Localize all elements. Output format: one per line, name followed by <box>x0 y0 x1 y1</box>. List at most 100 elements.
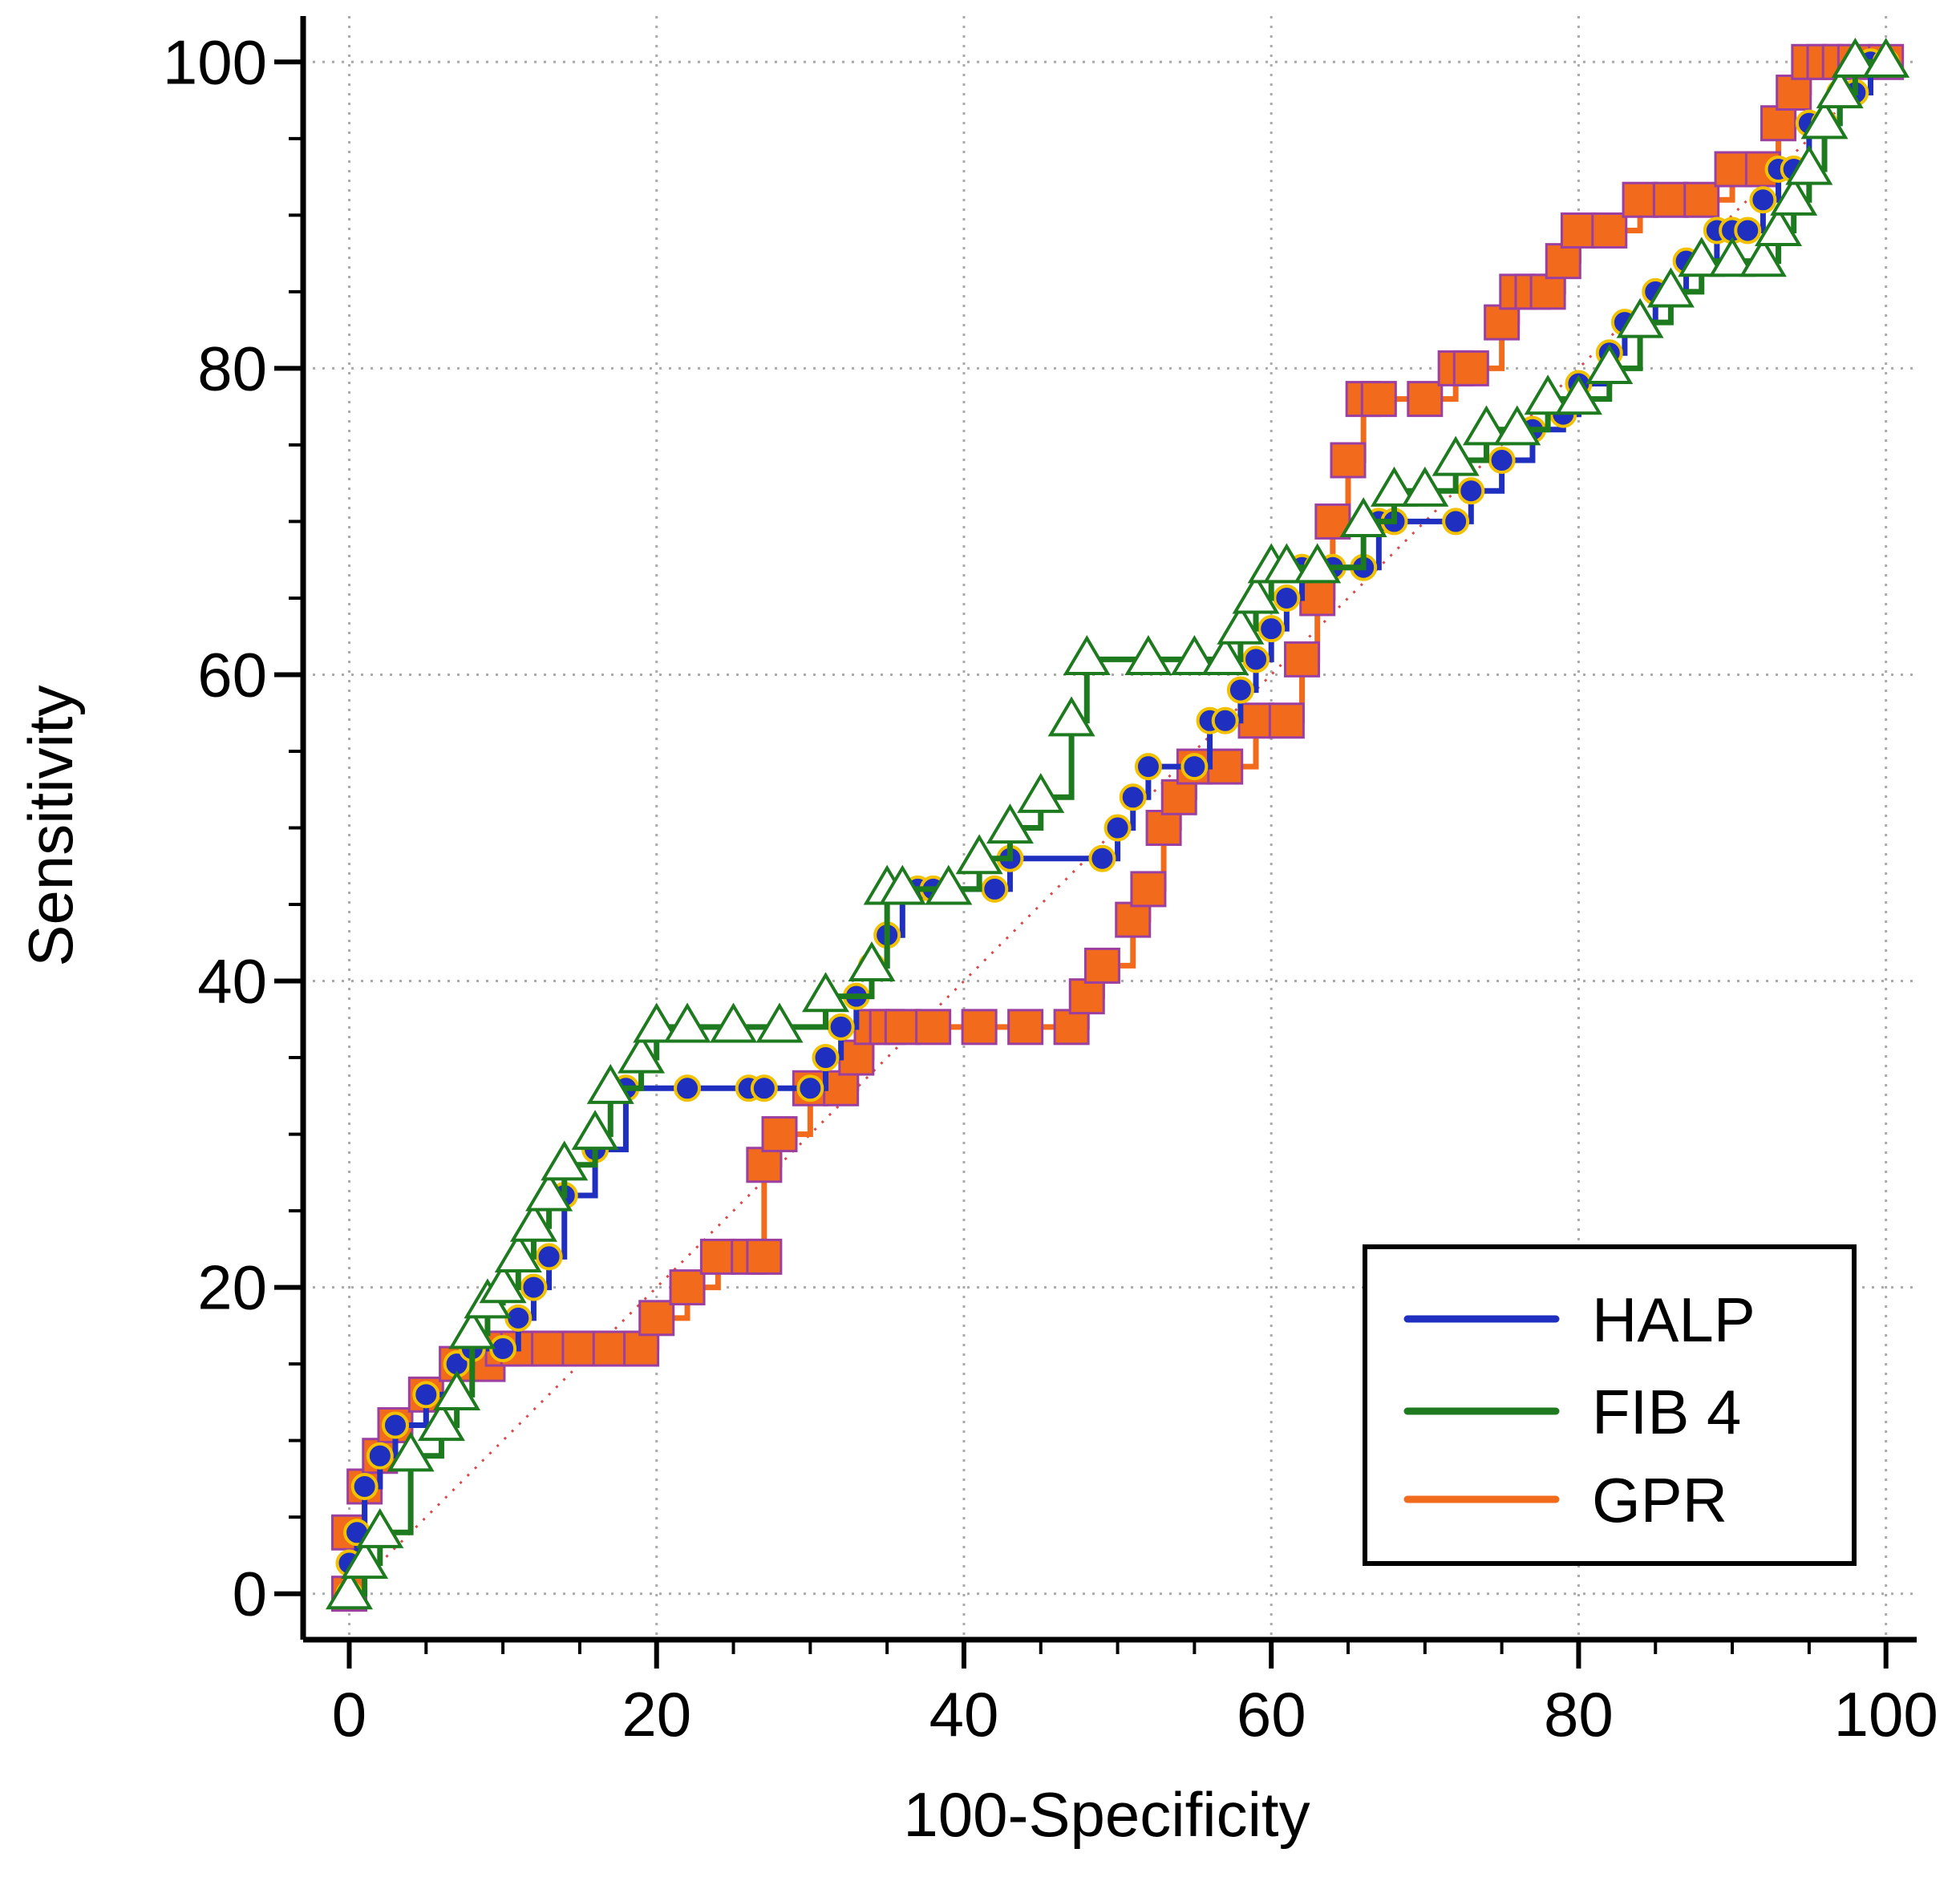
fib4-point-52 <box>1755 206 1803 247</box>
fib4-point-34 <box>1232 573 1280 614</box>
fib4-point-50 <box>1708 237 1756 277</box>
fib4-point-54 <box>1785 144 1833 185</box>
fib4-point-37 <box>1294 543 1342 584</box>
halp-point-3 <box>350 1472 379 1500</box>
fib4-point-13 <box>571 1110 619 1151</box>
fib4-point-30 <box>1124 635 1172 675</box>
halp-point-21 <box>827 1013 855 1041</box>
fib4-point-43 <box>1493 405 1541 446</box>
gridlines <box>303 16 1917 1640</box>
halp-point-11 <box>520 1273 548 1301</box>
gpr-point-32 <box>1083 947 1120 984</box>
x-ticks: 0 20 40 60 80 100 <box>332 1640 1938 1750</box>
fib4-point-28 <box>1047 696 1095 737</box>
legend-entry-fib4: FIB 4 <box>1403 1377 1741 1447</box>
fib4-point-9 <box>494 1232 542 1273</box>
halp-point-60 <box>1749 186 1777 214</box>
gpr-point-46 <box>1360 381 1397 418</box>
halp-point-32 <box>1119 783 1147 811</box>
fib4-point-58 <box>1862 37 1910 78</box>
halp-point-31 <box>1104 814 1132 842</box>
gpr-point-15 <box>669 1269 706 1306</box>
halp-point-6 <box>412 1381 440 1409</box>
gpr-point-63 <box>1776 75 1812 111</box>
halp-point-40 <box>1273 584 1301 612</box>
fib4-point-15 <box>618 1033 666 1074</box>
fib4-point-11 <box>525 1171 573 1212</box>
fib4-point-2 <box>356 1507 404 1548</box>
y-tick-label-100: 100 <box>163 26 267 97</box>
halp-point-48 <box>1457 477 1485 505</box>
halp-point-19 <box>796 1074 824 1102</box>
gpr-point-49 <box>1452 350 1489 386</box>
gpr-point-19 <box>746 1147 783 1183</box>
fib4-point-55 <box>1800 99 1849 140</box>
halp-point-37 <box>1226 676 1254 704</box>
halp-point-38 <box>1242 645 1270 674</box>
gpr-point-23 <box>838 1039 875 1076</box>
gpr-point-12 <box>592 1330 629 1367</box>
series-gpr <box>330 43 1905 1612</box>
gpr-point-54 <box>1545 243 1581 280</box>
x-tick-label-20: 20 <box>622 1679 691 1750</box>
gpr-point-40 <box>1268 702 1305 739</box>
y-ticks: 0 20 40 60 80 100 <box>163 26 303 1629</box>
fib4-point-20 <box>801 972 850 1013</box>
gpr-point-30 <box>1053 1009 1090 1046</box>
fib4-point-36 <box>1262 543 1310 584</box>
gpr-point-10 <box>531 1330 568 1367</box>
y-tick-label-40: 40 <box>197 946 267 1017</box>
legend-label-halp: HALP <box>1592 1284 1755 1355</box>
legend-box <box>1363 1244 1857 1566</box>
fib4-point-39 <box>1370 466 1419 507</box>
x-tick-label-0: 0 <box>332 1679 366 1750</box>
fib4-point-4 <box>417 1401 465 1442</box>
gpr-point-60 <box>1714 151 1751 188</box>
halp-point-30 <box>1088 844 1116 872</box>
y-tick-label-20: 20 <box>197 1252 267 1323</box>
gpr-point-58 <box>1652 181 1689 218</box>
gpr-point-38 <box>1207 748 1244 785</box>
fib4-point-23 <box>878 864 926 905</box>
gpr-point-34 <box>1130 871 1167 908</box>
halp-point-34 <box>1180 753 1209 781</box>
y-axis-title: Sensitivity <box>15 685 86 966</box>
fib4-point-17 <box>663 1002 711 1043</box>
fib4-point-0 <box>325 1569 373 1610</box>
halp-point-12 <box>535 1243 563 1271</box>
fib4-point-44 <box>1524 374 1572 415</box>
fib4-point-48 <box>1646 267 1695 308</box>
gpr-point-56 <box>1591 212 1628 249</box>
fib4-point-46 <box>1585 344 1634 384</box>
gpr-point-55 <box>1560 212 1597 249</box>
halp-point-49 <box>1488 447 1516 475</box>
gpr-point-14 <box>638 1300 675 1337</box>
series-halp <box>335 48 1900 1608</box>
fib4-point-21 <box>848 941 896 982</box>
fib4-point-51 <box>1739 237 1787 277</box>
gpr-point-26 <box>884 1009 921 1046</box>
fib4-point-10 <box>509 1201 557 1242</box>
fib4-point-16 <box>633 1002 681 1043</box>
fib4-point-12 <box>541 1140 589 1181</box>
fib4-point-41 <box>1432 435 1480 476</box>
halp-point-47 <box>1442 508 1470 536</box>
gpr-point-62 <box>1760 105 1797 142</box>
fib4-point-8 <box>479 1263 527 1304</box>
x-tick-label-60: 60 <box>1237 1679 1306 1750</box>
fib4-point-53 <box>1770 175 1818 216</box>
y-tick-label-80: 80 <box>197 333 267 403</box>
x-tick-label-40: 40 <box>929 1679 999 1750</box>
halp-point-59 <box>1734 216 1762 245</box>
halp-point-5 <box>381 1411 409 1439</box>
halp-point-39 <box>1257 615 1286 643</box>
series-layer <box>325 37 1910 1612</box>
gpr-point-33 <box>1115 901 1152 938</box>
fib4-point-33 <box>1217 604 1265 645</box>
gpr-point-11 <box>561 1330 598 1367</box>
gpr-point-50 <box>1484 304 1521 341</box>
gpr-point-39 <box>1237 702 1274 739</box>
fib4-point-6 <box>448 1309 496 1349</box>
gpr-point-31 <box>1068 978 1105 1015</box>
legend-entry-gpr: GPR <box>1403 1465 1727 1535</box>
